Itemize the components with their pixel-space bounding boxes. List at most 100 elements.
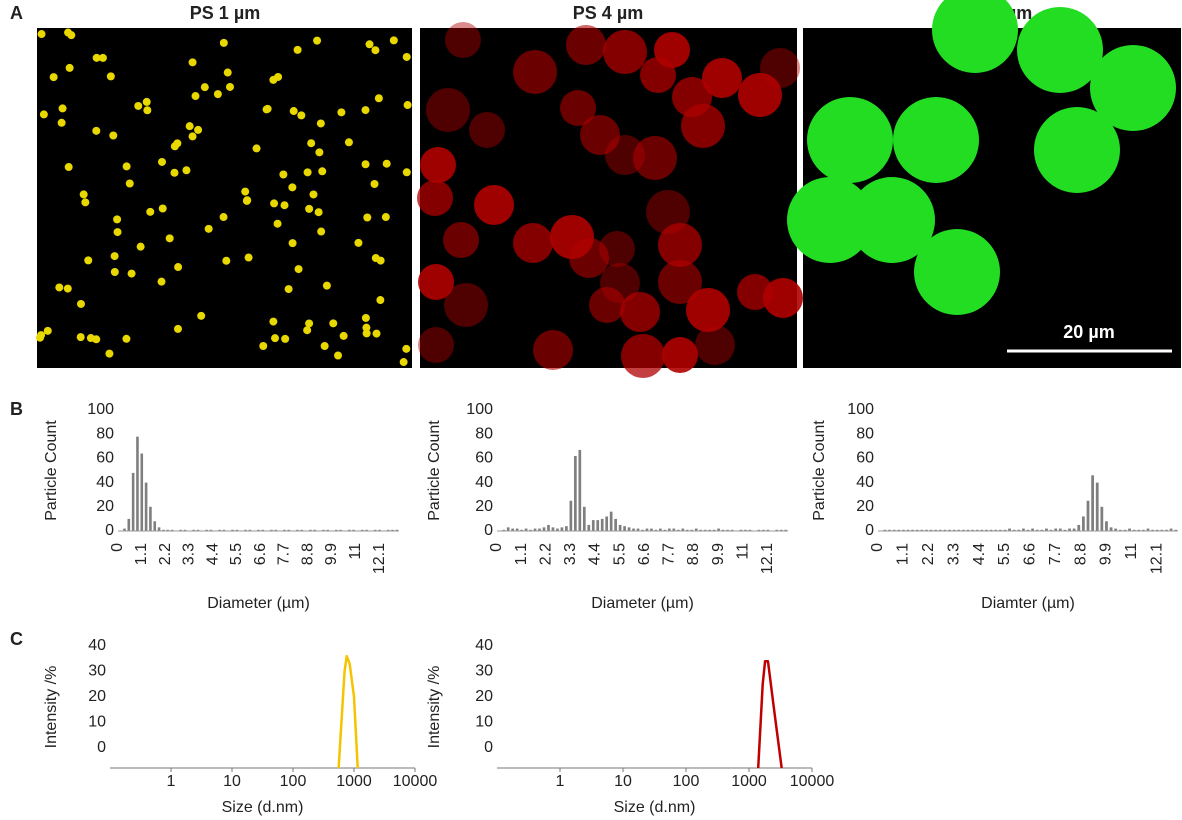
bar <box>192 529 195 531</box>
bar <box>623 526 626 531</box>
bar <box>975 529 979 531</box>
particle <box>58 104 67 113</box>
panel-title: PS 4 µm <box>573 3 643 23</box>
x-tick-label: 7.7 <box>661 543 678 565</box>
particle <box>362 329 371 338</box>
particle <box>269 317 278 326</box>
particle <box>566 25 606 65</box>
y-tick-label: 40 <box>475 474 493 491</box>
panel-title: PS 1 µm <box>190 3 260 23</box>
particle <box>200 83 209 92</box>
bar <box>170 529 174 531</box>
bar <box>347 529 351 531</box>
bar <box>144 482 148 531</box>
x-tick-label: 1 <box>167 773 176 790</box>
bar <box>699 529 703 531</box>
bar <box>162 529 165 531</box>
particle <box>316 119 325 128</box>
particle <box>55 283 64 292</box>
particle <box>197 311 206 320</box>
particle <box>188 58 197 67</box>
bar <box>196 529 200 531</box>
particle <box>294 265 303 274</box>
particle <box>354 238 363 247</box>
bar <box>538 528 541 531</box>
y-tick-label: 20 <box>96 498 114 515</box>
x-tick-label: 0 <box>109 543 126 552</box>
particle <box>376 296 385 305</box>
bar <box>654 529 658 531</box>
x-tick-label: 2.2 <box>920 543 937 565</box>
bar <box>309 529 312 531</box>
bar <box>140 453 144 531</box>
bar <box>1031 528 1034 531</box>
bar <box>153 521 157 531</box>
particle <box>662 337 698 373</box>
bar <box>386 529 390 531</box>
particle <box>98 53 107 62</box>
particle <box>372 329 381 338</box>
bar <box>1072 528 1076 531</box>
bar <box>270 529 273 531</box>
bar <box>1063 529 1067 531</box>
particle <box>344 138 353 147</box>
x-tick-label: 9.9 <box>1098 543 1115 565</box>
bar <box>717 528 720 531</box>
bar <box>1045 528 1048 531</box>
particle <box>204 224 213 233</box>
particle <box>170 142 179 151</box>
particle <box>76 299 85 308</box>
bar <box>520 529 523 531</box>
bar <box>300 529 304 531</box>
bar <box>335 529 338 531</box>
bar <box>632 528 635 531</box>
x-axis-label: Diameter (µm) <box>207 595 310 612</box>
x-tick-label: 0 <box>869 543 886 552</box>
particle <box>738 73 782 117</box>
bar <box>645 528 649 531</box>
bar <box>274 529 278 531</box>
bar <box>636 528 640 531</box>
bar <box>378 529 381 531</box>
bar <box>222 529 226 531</box>
x-tick-label: 5.5 <box>228 543 245 565</box>
particle <box>57 118 66 127</box>
bar <box>326 529 329 531</box>
particle <box>194 125 203 134</box>
bar <box>533 528 537 531</box>
particle <box>418 264 454 300</box>
particle <box>280 201 289 210</box>
bar <box>739 529 743 531</box>
x-tick-label: 4.4 <box>971 543 988 565</box>
y-tick-label: 60 <box>856 450 874 467</box>
x-tick-label: 10 <box>223 773 241 790</box>
bar <box>157 527 161 531</box>
bar <box>757 529 761 531</box>
particle <box>389 36 398 45</box>
particle <box>681 104 725 148</box>
particle <box>1034 107 1120 193</box>
bar <box>1091 475 1094 531</box>
bar <box>685 529 689 531</box>
y-tick-label: 30 <box>475 663 493 680</box>
x-tick-label: 100 <box>673 773 700 790</box>
bar <box>775 529 779 531</box>
particle <box>658 260 702 304</box>
bar <box>784 529 788 531</box>
bar <box>560 527 564 531</box>
particle <box>43 326 52 335</box>
micrographs <box>36 0 1181 378</box>
particle <box>474 185 514 225</box>
particle <box>402 344 411 353</box>
bar <box>779 529 783 531</box>
particle <box>165 234 174 243</box>
particle <box>174 263 183 272</box>
particle <box>513 50 557 94</box>
bar <box>391 529 394 531</box>
bar <box>511 528 515 531</box>
bar <box>920 529 924 531</box>
particle <box>288 183 297 192</box>
particle <box>1017 7 1103 93</box>
bar <box>762 529 765 531</box>
